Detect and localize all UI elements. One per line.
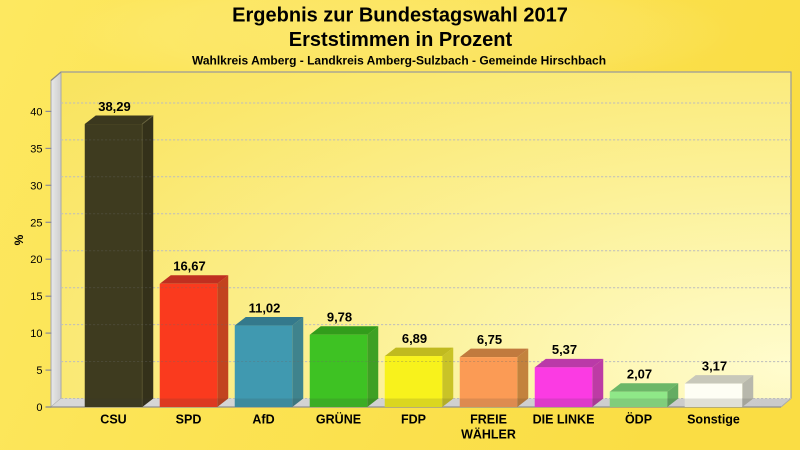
svg-text:FREIE: FREIE [470, 413, 507, 427]
svg-text:6,75: 6,75 [477, 332, 502, 347]
svg-text:5,37: 5,37 [552, 342, 577, 357]
svg-text:20: 20 [30, 254, 42, 266]
svg-text:WÄHLER: WÄHLER [461, 427, 516, 442]
svg-text:5: 5 [36, 365, 42, 377]
svg-text:GRÜNE: GRÜNE [316, 412, 361, 427]
svg-text:Wahlkreis Amberg - Landkreis A: Wahlkreis Amberg - Landkreis Amberg-Sulz… [192, 54, 606, 68]
svg-text:ÖDP: ÖDP [625, 412, 652, 427]
svg-text:10: 10 [30, 328, 42, 340]
svg-text:Ergebnis zur Bundestagswahl 20: Ergebnis zur Bundestagswahl 2017 [232, 4, 568, 26]
svg-text:%: % [12, 234, 26, 245]
svg-text:15: 15 [30, 291, 42, 303]
svg-text:FDP: FDP [401, 413, 426, 427]
svg-text:0: 0 [36, 402, 42, 414]
svg-text:11,02: 11,02 [249, 301, 281, 316]
svg-text:6,89: 6,89 [402, 331, 427, 346]
svg-text:DIE LINKE: DIE LINKE [533, 413, 595, 427]
svg-text:3,17: 3,17 [702, 359, 727, 374]
svg-text:2,07: 2,07 [627, 367, 652, 382]
svg-text:Sonstige: Sonstige [687, 413, 740, 427]
svg-text:25: 25 [30, 217, 42, 229]
svg-text:40: 40 [30, 106, 42, 118]
svg-text:16,67: 16,67 [173, 259, 206, 274]
svg-text:35: 35 [30, 143, 42, 155]
svg-text:30: 30 [30, 180, 42, 192]
svg-text:9,78: 9,78 [327, 310, 352, 325]
svg-text:CSU: CSU [100, 413, 126, 427]
svg-text:AfD: AfD [252, 413, 274, 427]
svg-text:38,29: 38,29 [98, 99, 131, 114]
svg-text:Erststimmen in Prozent: Erststimmen in Prozent [289, 29, 513, 51]
svg-text:SPD: SPD [176, 413, 202, 427]
